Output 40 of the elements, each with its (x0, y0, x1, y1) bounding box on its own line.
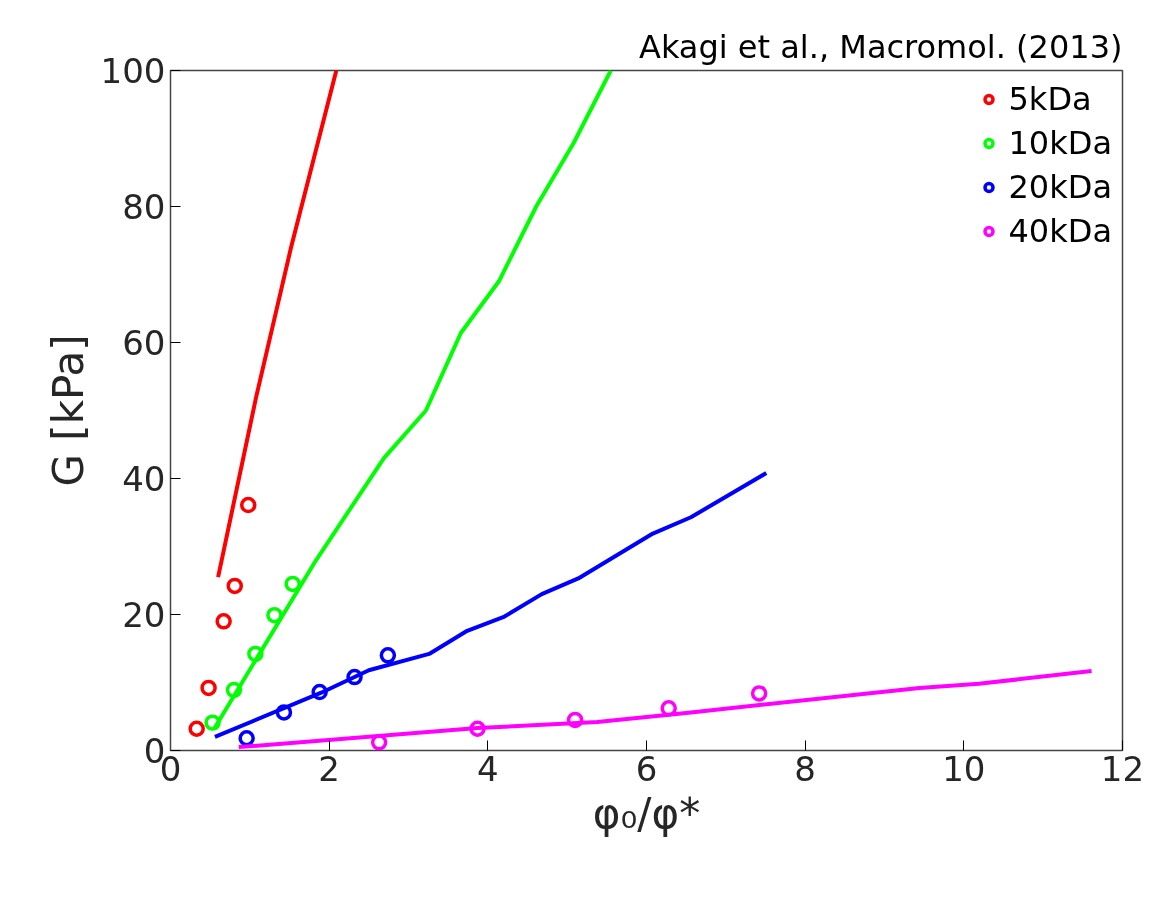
y-tick-label: 80 (122, 187, 166, 227)
x-tick-label: 12 (1100, 748, 1145, 789)
line-series (236, 668, 1094, 750)
x-tick-label: 10 (942, 748, 986, 789)
line-series (212, 471, 769, 739)
point (238, 730, 255, 747)
y-tick-label: 60 (122, 323, 166, 363)
x-tick-label: 8 (794, 748, 816, 789)
x-tick-label: 4 (477, 748, 499, 789)
point (379, 647, 397, 664)
point (240, 496, 257, 514)
line-series (216, 70, 339, 580)
point (469, 720, 486, 737)
legend-label: 5kDa (1008, 80, 1092, 118)
legend-label: 20kDa (1008, 168, 1112, 206)
legend-label: 10kDa (1008, 124, 1112, 162)
point (225, 681, 243, 699)
y-tick-label: 40 (122, 459, 166, 499)
point (188, 720, 205, 737)
point (204, 714, 221, 731)
y-axis-title: G [kPa] (43, 334, 93, 487)
y-tick-label: 20 (122, 595, 166, 635)
x-tick-label: 6 (635, 748, 658, 789)
x-tick-label: 2 (318, 748, 340, 789)
point (226, 577, 244, 595)
legend-label: 40kDa (1008, 212, 1112, 250)
point (284, 575, 301, 593)
text: Akagi et al., Macromol. (2013) (639, 27, 1123, 66)
point (275, 704, 293, 721)
x-axis-title: φ₀/φ* (592, 788, 701, 838)
point (200, 679, 217, 697)
point (346, 668, 363, 686)
point (247, 645, 264, 663)
point (370, 734, 388, 751)
y-tick-label: 100 (100, 51, 166, 91)
point (750, 685, 768, 702)
point (566, 711, 584, 729)
point (215, 613, 232, 630)
point (311, 683, 328, 701)
point (266, 606, 283, 624)
